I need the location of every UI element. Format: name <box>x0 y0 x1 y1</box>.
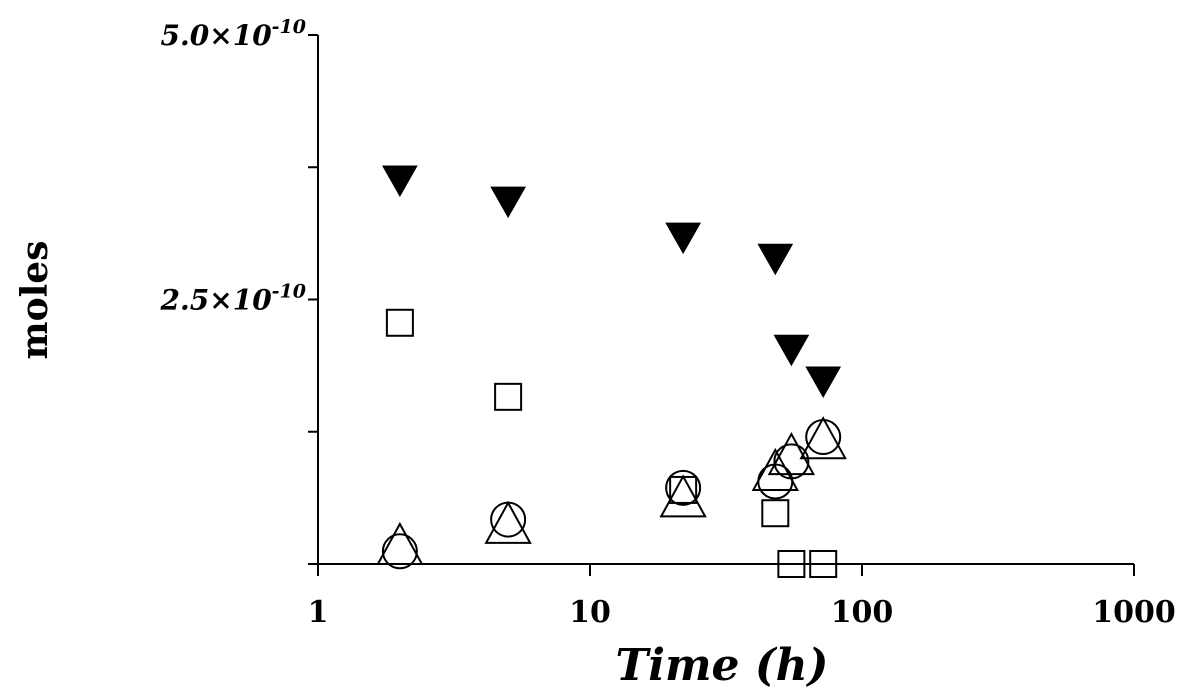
data-point-open-square <box>777 550 806 578</box>
y-tick-label: 2.5×10-10 <box>160 281 306 317</box>
axes <box>308 34 1135 576</box>
x-tick-label: 1000 <box>1092 595 1176 630</box>
data-point-open-square <box>761 499 790 528</box>
x-tick-label: 1 <box>308 595 329 630</box>
data-point-open-triangle <box>751 447 799 491</box>
data-point-open-triangle <box>376 521 424 565</box>
data-point-open-square <box>809 550 838 578</box>
y-tick-label: 5.0×10-10 <box>161 16 306 52</box>
data-point-open-square <box>669 475 698 504</box>
data-point-filled-triangle <box>665 222 701 255</box>
y-axis-title: moles <box>14 241 56 360</box>
data-point-open-circle <box>805 419 842 456</box>
data-point-open-square <box>494 382 523 411</box>
data-point-open-triangle <box>484 500 532 544</box>
data-point-open-circle <box>665 469 702 506</box>
data-point-open-square <box>385 308 414 337</box>
x-axis-title: Time (h) <box>616 640 829 691</box>
data-point-filled-triangle <box>382 165 418 198</box>
data-point-filled-triangle <box>773 334 810 367</box>
y-tick-labels: 2.5×10-10 5.0×10-10 <box>160 16 306 317</box>
data-point-open-triangle <box>659 474 707 518</box>
data-point-open-circle <box>381 533 418 570</box>
data-points <box>376 165 847 578</box>
data-point-open-circle <box>490 501 527 538</box>
data-point-filled-triangle <box>490 186 526 219</box>
x-tick-label: 100 <box>831 595 894 630</box>
x-tick-labels: 1 10 100 1000 <box>308 595 1176 630</box>
data-point-filled-triangle <box>757 243 794 276</box>
x-tick-label: 10 <box>569 595 611 630</box>
data-point-filled-triangle <box>805 366 842 399</box>
data-point-open-triangle <box>799 416 847 460</box>
